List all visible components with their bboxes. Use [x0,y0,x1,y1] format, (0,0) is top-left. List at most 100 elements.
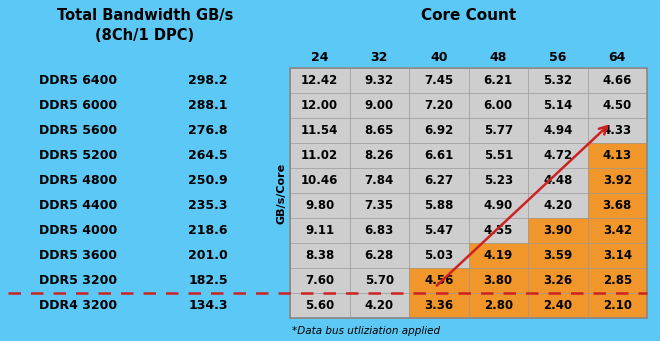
Text: 5.77: 5.77 [484,124,513,137]
Text: 6.21: 6.21 [484,74,513,87]
Text: 4.48: 4.48 [543,174,572,187]
Text: Total Bandwidth GB/s
(8Ch/1 DPC): Total Bandwidth GB/s (8Ch/1 DPC) [57,8,233,43]
Text: 9.32: 9.32 [365,74,394,87]
Bar [469,293,528,318]
Text: 5.14: 5.14 [543,99,572,112]
Text: DDR5 5600: DDR5 5600 [39,124,117,137]
Text: DDR5 6000: DDR5 6000 [39,99,117,112]
Text: 182.5: 182.5 [188,274,228,287]
Text: 9.11: 9.11 [305,224,335,237]
Text: 5.88: 5.88 [424,199,453,212]
Text: Core Count: Core Count [421,8,516,23]
Text: 250.9: 250.9 [188,174,228,187]
Text: 288.1: 288.1 [188,99,228,112]
Bar [587,293,647,318]
Text: DDR4 3200: DDR4 3200 [39,299,117,312]
Text: DDR5 3200: DDR5 3200 [39,274,117,287]
Text: 4.90: 4.90 [484,199,513,212]
Text: 48: 48 [490,51,507,64]
Text: 3.59: 3.59 [543,249,572,262]
Bar [528,293,587,318]
Text: 6.83: 6.83 [364,224,394,237]
Text: 5.32: 5.32 [543,74,572,87]
Text: 6.61: 6.61 [424,149,453,162]
Text: 5.70: 5.70 [365,274,394,287]
Text: 4.20: 4.20 [543,199,572,212]
Text: DDR5 6400: DDR5 6400 [39,74,117,87]
Text: 5.23: 5.23 [484,174,513,187]
Text: 3.14: 3.14 [603,249,632,262]
Text: 40: 40 [430,51,447,64]
Text: 6.27: 6.27 [424,174,453,187]
Text: 9.00: 9.00 [365,99,394,112]
Text: 2.40: 2.40 [543,299,572,312]
Text: 6.00: 6.00 [484,99,513,112]
Text: 7.35: 7.35 [365,199,394,212]
Text: 3.92: 3.92 [603,174,632,187]
Text: 201.0: 201.0 [188,249,228,262]
Text: 12.42: 12.42 [301,74,339,87]
Text: 3.80: 3.80 [484,274,513,287]
Text: 9.80: 9.80 [305,199,335,212]
Text: 6.28: 6.28 [364,249,394,262]
Text: 264.5: 264.5 [188,149,228,162]
Text: 134.3: 134.3 [188,299,228,312]
Text: 4.66: 4.66 [603,74,632,87]
Bar [290,68,647,318]
Text: 3.42: 3.42 [603,224,632,237]
Text: 7.84: 7.84 [364,174,394,187]
Bar [528,243,587,268]
Text: 4.72: 4.72 [543,149,572,162]
Bar [409,293,469,318]
Text: 3.90: 3.90 [543,224,572,237]
Text: 2.85: 2.85 [603,274,632,287]
Text: 2.10: 2.10 [603,299,632,312]
Text: 24: 24 [311,51,329,64]
Text: 6.92: 6.92 [424,124,453,137]
Text: 5.47: 5.47 [424,224,453,237]
Text: 4.13: 4.13 [603,149,632,162]
Text: DDR5 5200: DDR5 5200 [39,149,117,162]
Text: 8.65: 8.65 [364,124,394,137]
Text: 4.19: 4.19 [484,249,513,262]
Text: DDR5 3600: DDR5 3600 [39,249,117,262]
Text: 32: 32 [370,51,388,64]
Text: 8.26: 8.26 [364,149,394,162]
Text: 7.20: 7.20 [424,99,453,112]
Bar [587,243,647,268]
Bar [528,218,587,243]
Text: 11.02: 11.02 [301,149,339,162]
Text: *Data bus utliziation applied: *Data bus utliziation applied [292,326,440,336]
Bar [587,193,647,218]
Text: 5.51: 5.51 [484,149,513,162]
Bar [469,268,528,293]
Text: 298.2: 298.2 [188,74,228,87]
Text: 3.36: 3.36 [424,299,453,312]
Text: 4.50: 4.50 [603,99,632,112]
Bar [587,168,647,193]
Text: 8.38: 8.38 [305,249,335,262]
Text: 7.45: 7.45 [424,74,453,87]
Text: GB/s/Core: GB/s/Core [277,162,287,224]
Text: 235.3: 235.3 [188,199,228,212]
Text: 4.20: 4.20 [365,299,394,312]
Text: 5.03: 5.03 [424,249,453,262]
Text: 10.46: 10.46 [301,174,339,187]
Text: 3.68: 3.68 [603,199,632,212]
Text: 5.60: 5.60 [305,299,335,312]
Bar [587,143,647,168]
Text: 4.33: 4.33 [603,124,632,137]
Text: 4.94: 4.94 [543,124,572,137]
Bar [290,68,647,318]
Bar [528,268,587,293]
Text: 4.55: 4.55 [484,224,513,237]
Text: 12.00: 12.00 [301,99,339,112]
Bar [409,268,469,293]
Text: 4.56: 4.56 [424,274,453,287]
Text: 2.80: 2.80 [484,299,513,312]
Text: DDR5 4800: DDR5 4800 [39,174,117,187]
Text: 3.26: 3.26 [543,274,572,287]
Text: 11.54: 11.54 [301,124,339,137]
Text: 7.60: 7.60 [305,274,335,287]
Bar [469,243,528,268]
